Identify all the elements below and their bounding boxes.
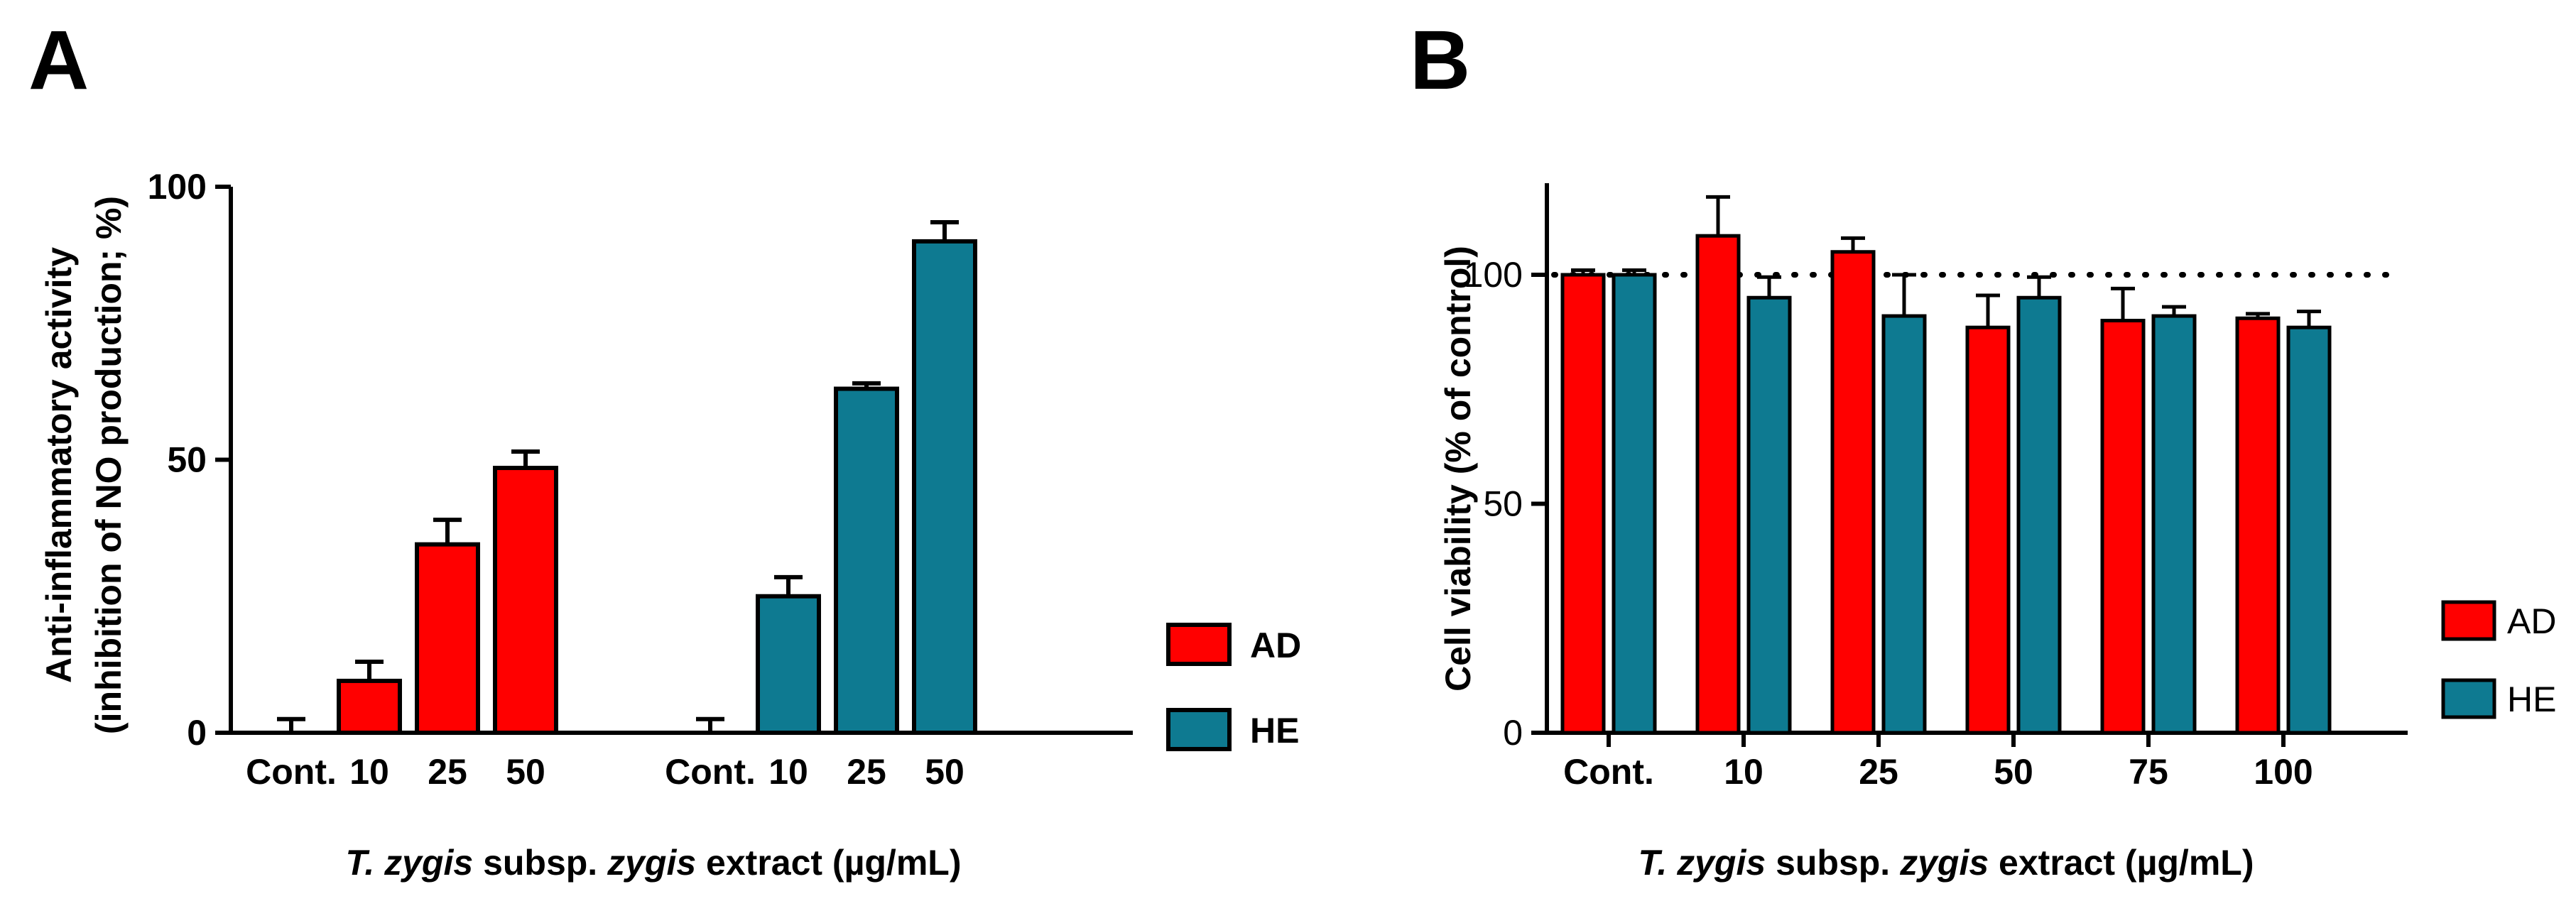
panel-a-legend-label: HE [1250, 711, 1299, 751]
panel-a-xlabel-subsp: subsp. [473, 843, 607, 883]
panel-a-legend-swatch-AD [1166, 623, 1232, 666]
panel-b-xtick-label: 10 [1724, 752, 1763, 792]
panel-a-ytick-label: 0 [187, 713, 207, 753]
panel-a-ytick-label: 100 [148, 167, 207, 207]
panel-a-xtick-label: 10 [349, 752, 389, 792]
panel-a-bar-HE-1 [756, 594, 821, 735]
panel-a-xtick-label: 50 [925, 752, 964, 792]
panel-b-bar-HE-4 [2151, 314, 2197, 735]
panel-a-xtick-label: 10 [768, 752, 808, 792]
panel-b-ytick-label: 100 [1464, 255, 1523, 295]
panel-b-bar-HE-5 [2286, 325, 2332, 735]
panel-b-bar-HE-0 [1612, 273, 1657, 735]
panel-b-bar-HE-1 [1746, 295, 1792, 735]
panel-a-bar-AD-3 [493, 466, 558, 735]
panel-b-legend-swatch-HE [2441, 678, 2496, 719]
panel-a-legend-label: AD [1250, 626, 1301, 665]
panel-b-letter: B [1410, 13, 1470, 107]
panel-b-xtick-label: 25 [1859, 752, 1898, 792]
panel-a-xtick-label: 25 [428, 752, 467, 792]
panel-b-bar-AD-5 [2235, 316, 2281, 735]
panel-a-plot: 0 50 100 Cont. 10 25 50 Cont. 10 25 50 AD HE [148, 167, 1302, 792]
panel-b-xtick-label: 50 [1994, 752, 2033, 792]
panel-b-xlabel-subsp: subsp. [1766, 843, 1900, 883]
panel-a-xtick-label: Cont. [665, 752, 756, 792]
panel-a-xlabel-unit: extract (µg/mL) [696, 843, 961, 883]
panel-b-xtick-label: 100 [2254, 752, 2313, 792]
panel-b-xlabel-epithet: zygis [1899, 843, 1989, 883]
panel-b-xlabel-species: T. zygis [1638, 843, 1766, 883]
panel-b-bar-HE-3 [2016, 295, 2062, 735]
panel-b-bar-HE-2 [1881, 314, 1927, 735]
panel-b-ytick-label: 0 [1503, 713, 1523, 753]
panel-b-legend-swatch-AD [2441, 600, 2496, 641]
panel-b-xtick-label: Cont. [1563, 752, 1654, 792]
panel-b-ytick-label: 50 [1483, 484, 1523, 524]
panel-a-ytick-label: 50 [167, 440, 207, 480]
panel-a-xtick-label: 50 [506, 752, 545, 792]
panel-a-bar-AD-1 [337, 678, 402, 736]
panel-b-ylabel: Cell viability (% of control) [1438, 246, 1478, 692]
panel-a-bar-HE-3 [912, 239, 977, 735]
panel-a-legend-swatch-HE [1166, 708, 1232, 751]
panel-a-xlabel: T. zygis subsp. zygis extract (µg/mL) [346, 843, 962, 883]
panel-a-letter: A [28, 13, 89, 107]
panel-b-xtick-label: 75 [2129, 752, 2168, 792]
panel-b-bar-AD-1 [1695, 234, 1741, 735]
panel-b-bar-AD-3 [1965, 325, 2011, 735]
panel-b-xlabel: T. zygis subsp. zygis extract (µg/mL) [1638, 843, 2254, 883]
panel-b-bar-AD-0 [1560, 273, 1606, 735]
panel-a-ylabel-line1: Anti-inflammatory activity [39, 247, 79, 683]
panel-b-bar-AD-2 [1830, 250, 1876, 735]
panel-a-bar-HE-2 [834, 386, 899, 736]
panel-a-xlabel-epithet: zygis [607, 843, 696, 883]
panel-a-xtick-label: 25 [847, 752, 886, 792]
panel-a-xlabel-species: T. zygis [346, 843, 474, 883]
panel-b-xlabel-unit: extract (µg/mL) [1989, 843, 2254, 883]
panel-b-legend-label: HE [2507, 680, 2556, 719]
panel-a-ylabel-line2: (inhibition of NO production; %) [89, 196, 129, 734]
panel-b-legend-label: AD [2507, 601, 2556, 641]
panel-b-bar-AD-4 [2100, 319, 2146, 735]
panel-a-bar-AD-2 [415, 542, 480, 735]
panel-a-xtick-label: Cont. [246, 752, 337, 792]
panel-b-plot: 0 50 100 Cont. 10 25 50 75 100 AD HE [1464, 183, 2556, 792]
